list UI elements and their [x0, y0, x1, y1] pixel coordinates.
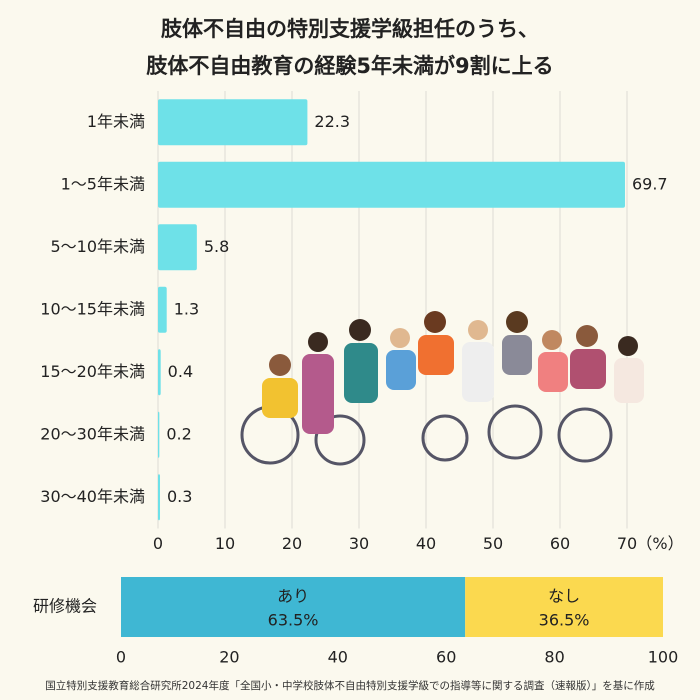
- data-label: 1.3: [174, 299, 199, 318]
- body: [344, 343, 378, 403]
- x-tick-label: 40: [416, 534, 436, 553]
- head: [308, 332, 328, 352]
- data-label: 36.5%: [539, 611, 590, 630]
- y-tick-label: 10～15年未満: [40, 299, 145, 318]
- x-tick-label: 10: [215, 534, 235, 553]
- head: [506, 311, 528, 333]
- body: [570, 349, 606, 389]
- bar-segment: [121, 577, 466, 637]
- chart-title: 肢体不自由教育の経験5年未満が9割に上る: [146, 54, 553, 78]
- y-tick-label: 5～10年未満: [50, 237, 145, 256]
- bar: [158, 411, 160, 458]
- body: [418, 335, 454, 375]
- bar: [158, 474, 161, 521]
- y-tick-label: 1～5年未満: [61, 174, 145, 193]
- x-tick-label: 100: [648, 648, 679, 667]
- head: [618, 336, 638, 356]
- head: [576, 325, 598, 347]
- data-label: 63.5%: [268, 611, 319, 630]
- head: [390, 328, 410, 348]
- data-label: 22.3: [314, 112, 350, 131]
- y-tick-label: 20～30年未満: [40, 424, 145, 443]
- body: [262, 378, 298, 418]
- data-label: 5.8: [204, 237, 229, 256]
- y-tick-label: 1年未満: [87, 112, 145, 131]
- x-tick-label: 80: [544, 648, 564, 667]
- illustration: [240, 311, 644, 466]
- x-tick-label: 60: [436, 648, 456, 667]
- data-label: 0.4: [168, 362, 193, 381]
- x-tick-label: 30: [349, 534, 369, 553]
- y-tick-label: 30～40年未満: [40, 487, 145, 506]
- segment-name: あり: [277, 587, 309, 606]
- x-tick-label: 40: [328, 648, 348, 667]
- body: [302, 354, 334, 434]
- x-tick-label: 0: [116, 648, 126, 667]
- bar-segment: [465, 577, 663, 637]
- y-tick-label: 15～20年未満: [40, 362, 145, 381]
- bar: [158, 349, 161, 396]
- body: [502, 335, 532, 375]
- wheel: [557, 407, 613, 463]
- x-tick-label: 70: [617, 534, 637, 553]
- x-tick-label: 50: [483, 534, 503, 553]
- body: [614, 358, 644, 403]
- bar: [158, 224, 197, 271]
- bar: [158, 161, 625, 208]
- data-label: 0.2: [166, 424, 191, 443]
- source-note: 国立特別支援教育総合研究所2024年度「全国小・中学校肢体不自由特別支援学級での…: [45, 679, 655, 692]
- body: [462, 342, 494, 402]
- bar: [158, 286, 167, 333]
- head: [542, 330, 562, 350]
- x-tick-label: 0: [153, 534, 163, 553]
- chart-title: 肢体不自由の特別支援学級担任のうち、: [161, 17, 539, 41]
- data-label: 69.7: [632, 174, 668, 193]
- body: [538, 352, 568, 392]
- head: [349, 319, 371, 341]
- data-label: 0.3: [167, 487, 192, 506]
- head: [468, 320, 488, 340]
- y-tick-label: 研修機会: [33, 597, 97, 616]
- x-axis-label: （%）: [636, 534, 683, 553]
- segment-name: なし: [548, 587, 580, 606]
- bar: [158, 99, 308, 146]
- wheel: [421, 414, 469, 462]
- head: [269, 354, 291, 376]
- body: [386, 350, 416, 390]
- x-tick-label: 60: [550, 534, 570, 553]
- x-tick-label: 20: [282, 534, 302, 553]
- x-tick-label: 20: [219, 648, 239, 667]
- wheel: [314, 414, 366, 466]
- wheel: [487, 404, 543, 460]
- head: [424, 311, 446, 333]
